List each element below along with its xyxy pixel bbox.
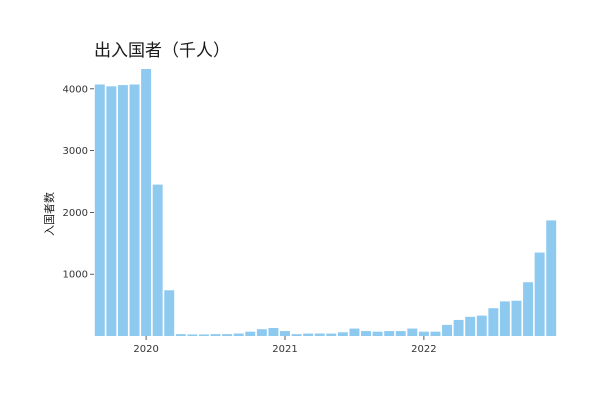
bar-2020-06: [198, 334, 209, 336]
y-tick-label: 1000: [63, 270, 88, 281]
bar-2021-08: [361, 331, 371, 336]
bar-2021-01: [280, 331, 290, 336]
bar-2021-04: [314, 333, 325, 336]
bar-2021-10: [384, 331, 395, 336]
bar-2022-04: [453, 319, 464, 336]
bar-2022-09: [511, 300, 522, 336]
bar-2022-12: [546, 220, 557, 336]
bar-2020-12: [268, 327, 279, 336]
bar-2020-10: [245, 331, 256, 336]
bar-2020-01: [141, 69, 152, 337]
bar-2022-10: [523, 282, 534, 336]
bar-2021-02: [291, 334, 302, 336]
x-axis-ticks: 2020 2021 2022: [133, 336, 437, 355]
bar-2019-11: [117, 85, 128, 336]
bar-2022-05: [465, 316, 476, 336]
bar-2022-11: [534, 252, 545, 336]
x-tick-label-2022: 2022: [411, 344, 436, 355]
x-tick-label-2021: 2021: [272, 344, 297, 355]
bar-2020-04: [175, 334, 186, 336]
bar-2020-07: [210, 334, 221, 336]
bar-2020-09: [233, 333, 244, 336]
bar-2022-01: [418, 331, 429, 336]
bar-2022-03: [442, 324, 453, 336]
bar-2021-06: [337, 332, 348, 336]
bar-2021-07: [349, 328, 360, 336]
y-axis-label: 入国者数: [43, 192, 56, 236]
bar-2020-08: [222, 334, 233, 336]
bar-2022-06: [476, 315, 487, 336]
bar-2020-02: [152, 184, 163, 336]
y-tick-label: 4000: [63, 84, 88, 95]
bar-2020-03: [164, 290, 175, 336]
bar-2019-12: [129, 84, 140, 336]
bar-2021-03: [303, 333, 314, 336]
bar-2021-05: [326, 333, 337, 336]
y-tick-label: 3000: [63, 146, 88, 157]
bar-2021-09: [372, 331, 383, 336]
y-axis-ticks: 1000 2000 3000 4000: [63, 84, 94, 281]
x-tick-label-2020: 2020: [133, 344, 158, 355]
bar-2020-05: [187, 334, 198, 336]
bar-2022-08: [499, 301, 510, 336]
bar-2021-12: [407, 328, 418, 336]
bar-2019-10: [106, 86, 117, 336]
bar-2022-07: [488, 308, 499, 336]
bar-2019-09: [94, 84, 105, 336]
bar-2022-02: [430, 331, 441, 336]
bar-2020-11: [256, 329, 267, 336]
bar-2021-11: [395, 331, 406, 336]
chart-title: 出入国者（千人）: [94, 41, 230, 61]
bars-group: [94, 69, 557, 337]
y-tick-label: 2000: [63, 208, 88, 219]
